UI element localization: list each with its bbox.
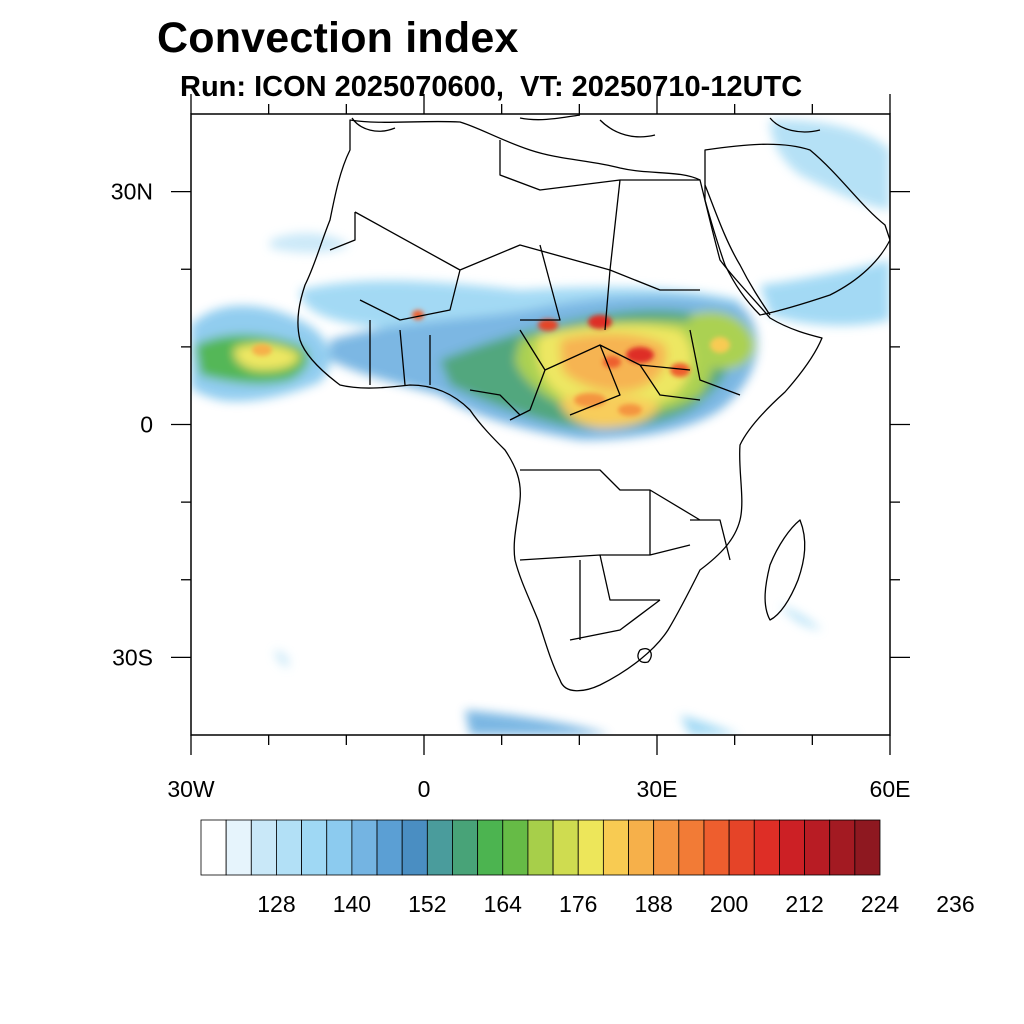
africa-coastline bbox=[297, 119, 823, 692]
colorbar-label: 128 bbox=[257, 891, 295, 917]
red-sea bbox=[704, 184, 771, 316]
colorbar-swatch bbox=[602, 819, 629, 876]
arabia-coastline bbox=[704, 143, 890, 316]
field-yellow-west bbox=[234, 344, 300, 371]
colorbar-swatch bbox=[401, 819, 428, 876]
colorbar-label: 176 bbox=[559, 891, 597, 917]
colorbar-swatch bbox=[854, 819, 881, 876]
colorbar-swatch bbox=[628, 819, 655, 876]
colorbar-swatch bbox=[804, 819, 831, 876]
map-axes: 30W 0 30E 60E 30N 0 30S bbox=[111, 94, 911, 802]
colorbar-swatch bbox=[250, 819, 277, 876]
colorbar-swatch bbox=[376, 819, 403, 876]
colorbar-swatch bbox=[426, 819, 453, 876]
colorbar-label: 224 bbox=[861, 891, 900, 917]
colorbar-swatch bbox=[200, 819, 227, 876]
colorbar-label: 188 bbox=[634, 891, 672, 917]
lat-tick-label: 30N bbox=[111, 179, 153, 205]
coastlines bbox=[297, 114, 890, 692]
country-borders bbox=[329, 140, 741, 664]
colorbar-swatch bbox=[779, 819, 805, 876]
colorbar-swatch bbox=[653, 819, 680, 876]
madagascar bbox=[764, 519, 806, 621]
colorbar-swatch bbox=[502, 819, 529, 876]
mediterranean-north bbox=[351, 114, 821, 138]
colorbar-swatch bbox=[225, 819, 252, 876]
field-arabia bbox=[760, 260, 890, 326]
colorbar-swatch bbox=[527, 819, 554, 876]
field-red-cell-2 bbox=[538, 319, 558, 331]
field-orange-cell-3 bbox=[252, 344, 272, 356]
lat-tick-label: 30S bbox=[112, 644, 153, 670]
lon-tick-label: 30W bbox=[167, 776, 215, 802]
colorbar: 128 140 152 164 176 188 200 212 224 236 bbox=[200, 819, 975, 917]
colorbar-label: 212 bbox=[785, 891, 823, 917]
field-south-streak-1 bbox=[465, 710, 610, 735]
field-sahara-streak bbox=[270, 232, 350, 253]
border-lines-north bbox=[329, 140, 700, 331]
colorbar-label: 152 bbox=[408, 891, 446, 917]
colorbar-swatch bbox=[753, 819, 780, 876]
colorbar-swatch bbox=[728, 819, 755, 876]
map-title: Convection index bbox=[157, 14, 519, 62]
field-north-east bbox=[770, 119, 890, 210]
colorbar-swatch bbox=[351, 819, 378, 876]
field-red-cell-5 bbox=[670, 363, 690, 377]
colorbar-label: 236 bbox=[936, 891, 974, 917]
colorbar-swatch bbox=[703, 819, 730, 876]
field-south-atlantic bbox=[274, 650, 290, 668]
lat-tick-label: 0 bbox=[140, 412, 153, 438]
field-orange-cell-1 bbox=[574, 393, 606, 407]
colorbar-swatch bbox=[577, 819, 604, 876]
colorbar-swatch bbox=[477, 819, 504, 876]
colorbar-label: 200 bbox=[710, 891, 748, 917]
lon-tick-label: 0 bbox=[418, 776, 431, 802]
field-red-cell-1 bbox=[588, 315, 612, 329]
border-lines-south bbox=[519, 469, 731, 664]
colorbar-swatch bbox=[552, 819, 579, 876]
convection-field bbox=[191, 119, 890, 735]
border-lines-central bbox=[369, 320, 741, 421]
field-orange-cell-2 bbox=[618, 404, 642, 416]
field-south-streak-2 bbox=[680, 715, 740, 735]
field-orange-cell-4 bbox=[710, 337, 730, 353]
colorbar-swatch bbox=[326, 819, 353, 876]
lon-tick-label: 60E bbox=[870, 776, 911, 802]
colorbar-label: 140 bbox=[333, 891, 371, 917]
colorbar-label: 164 bbox=[484, 891, 523, 917]
map-subtitle: Run: ICON 2025070600, VT: 20250710-12UTC bbox=[180, 71, 803, 103]
field-madagascar-streak bbox=[780, 605, 822, 630]
colorbar-swatch bbox=[678, 819, 705, 876]
colorbar-swatch bbox=[276, 819, 302, 876]
lon-tick-label: 30E bbox=[637, 776, 678, 802]
field-red-cell-3 bbox=[626, 347, 654, 363]
colorbar-swatch bbox=[301, 819, 328, 876]
colorbar-swatch bbox=[829, 819, 856, 876]
colorbar-swatch bbox=[452, 819, 479, 876]
